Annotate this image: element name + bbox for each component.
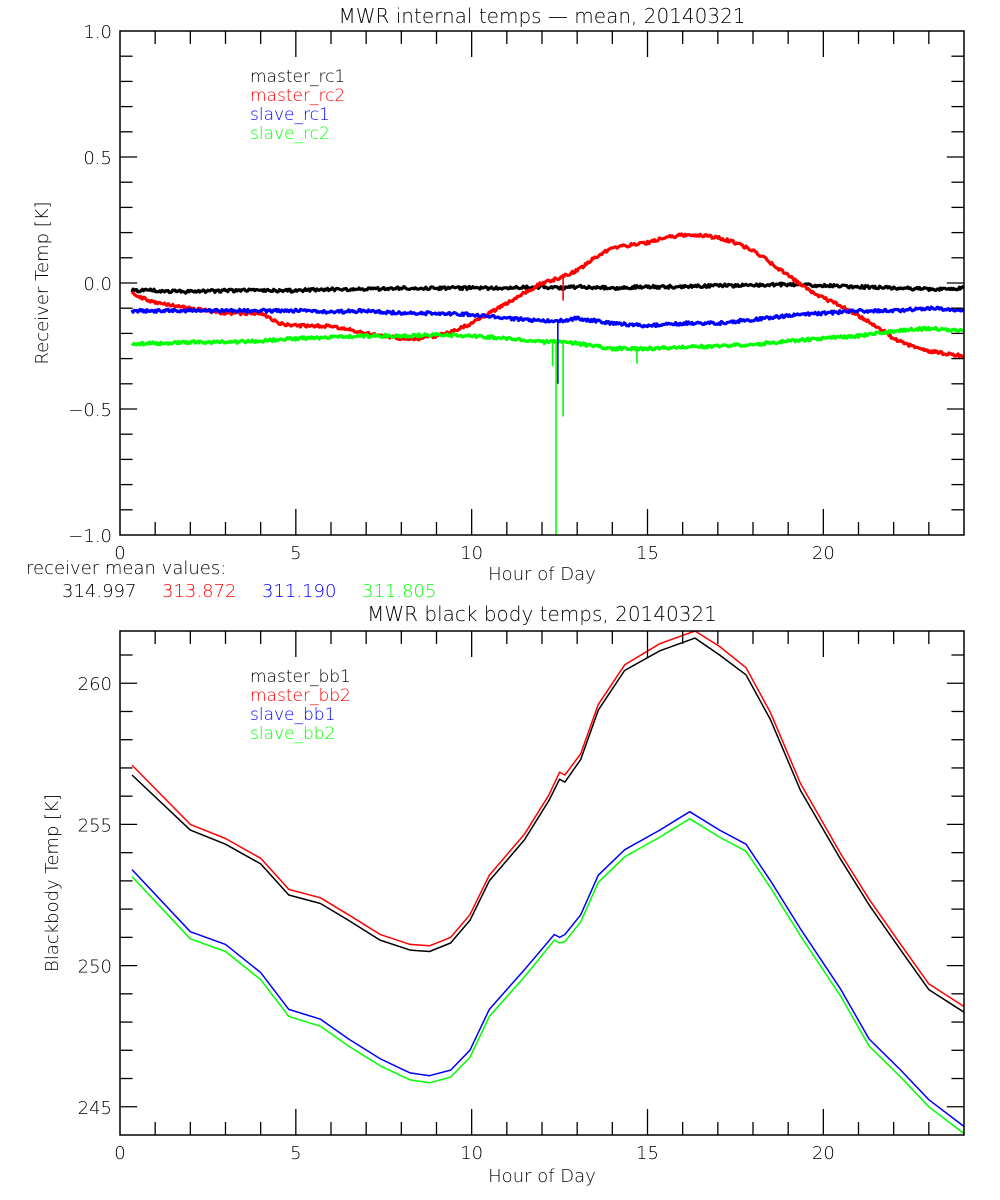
series-line-master_bb1	[131, 637, 964, 1013]
legend-item-master_rc1: master_rc1	[250, 67, 345, 87]
legend-item-master_bb1: master_bb1	[250, 667, 351, 687]
y-axis-label: Receiver Temp [K]	[32, 201, 53, 364]
y-tick-label: 0.5	[83, 148, 112, 169]
series-line-master_rc2	[130, 232, 964, 359]
x-tick-label: 0	[114, 543, 125, 564]
y-tick-label: −1.0	[68, 526, 112, 547]
legend-item-slave_rc1: slave_rc1	[250, 105, 330, 125]
legend-item-master_rc2: master_rc2	[250, 86, 345, 106]
x-tick-label: 5	[290, 543, 301, 564]
y-tick-label: 255	[78, 815, 112, 836]
legend-item-master_bb2: master_bb2	[250, 686, 351, 706]
series-line-master_rc1	[130, 281, 964, 295]
chart-title: MWR black body temps, 20140321	[367, 602, 717, 626]
series-line-slave_bb1	[131, 810, 964, 1128]
x-axis-label: Hour of Day	[488, 564, 596, 585]
annotation-label: receiver mean values:	[26, 558, 226, 579]
chart-title: MWR internal temps — mean, 20140321	[338, 4, 745, 28]
y-tick-label: 245	[78, 1098, 112, 1119]
receiver-mean-value: 313.872	[162, 581, 236, 602]
y-tick-label: 260	[78, 674, 112, 695]
x-tick-label: 20	[812, 1143, 835, 1164]
x-tick-label: 5	[290, 1143, 301, 1164]
y-tick-label: 0.0	[83, 274, 112, 295]
series-line-slave_bb2	[131, 818, 964, 1135]
plot-frame	[119, 630, 965, 1136]
legend-item-slave_bb1: slave_bb1	[250, 705, 335, 725]
x-tick-label: 10	[460, 543, 483, 564]
receiver-mean-value: 311.190	[262, 581, 336, 602]
x-tick-label: 20	[812, 543, 835, 564]
y-tick-label: 1.0	[83, 22, 112, 43]
receiver-mean-value: 314.997	[62, 581, 136, 602]
legend-item-slave_bb2: slave_bb2	[250, 724, 335, 744]
receiver-mean-value: 311.805	[362, 581, 436, 602]
series-line-slave_rc2	[130, 325, 964, 352]
x-tick-label: 15	[636, 1143, 659, 1164]
legend-item-slave_rc2: slave_rc2	[250, 124, 330, 144]
chart-panel-2: MWR black body temps, 20140321 0 5 10 15 20 24…	[42, 602, 965, 1187]
series-line-slave_rc1	[130, 305, 964, 329]
y-tick-label: 250	[78, 957, 112, 978]
receiver-mean-annotation: receiver mean values:314.997 313.872 311.1…	[26, 558, 436, 602]
y-axis-label: Blackbody Temp [K]	[42, 794, 63, 972]
x-tick-label: 15	[636, 543, 659, 564]
x-tick-label: 0	[114, 1143, 125, 1164]
x-tick-label: 10	[460, 1143, 483, 1164]
x-axis-label: Hour of Day	[488, 1166, 596, 1187]
chart-panel-1: MWR internal temps — mean, 20140321 0 5 10 1…	[26, 4, 965, 602]
y-tick-label: −0.5	[68, 400, 112, 421]
series-line-master_bb2	[131, 631, 964, 1008]
